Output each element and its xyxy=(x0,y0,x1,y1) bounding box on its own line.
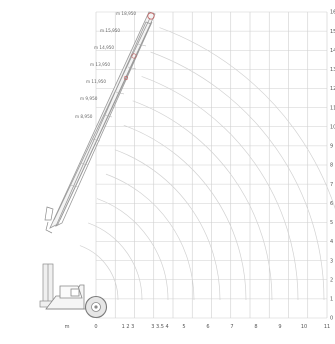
reach-arc xyxy=(96,198,169,301)
x-tick-label: 6 xyxy=(206,324,209,330)
reach-arc xyxy=(159,27,335,210)
reach-arc xyxy=(105,173,195,301)
boom-length-label: m 9,950 xyxy=(80,96,98,101)
boom-length-label: m 13,950 xyxy=(90,62,110,67)
boom-length-label: m 14,950 xyxy=(94,45,114,50)
boom-length-labels: m 18,950 m 15,950 m 14,950 m 13,950 m 11,950… xyxy=(75,11,136,119)
x-tick-label: 5 xyxy=(182,324,185,330)
x-tick-label: 9 xyxy=(278,324,281,330)
y-tick-label: 3 xyxy=(330,258,333,264)
y-tick-label: 11 xyxy=(330,105,335,111)
x-tick-label: 0 xyxy=(94,324,97,330)
boom-length-label: m 11,950 xyxy=(86,79,106,84)
y-tick-label: 10 xyxy=(330,124,335,130)
boom-tip-marker xyxy=(123,12,155,81)
y-tick-label: 4 xyxy=(330,239,333,245)
y-tick-label: 0 xyxy=(330,316,333,322)
reach-arc xyxy=(87,222,143,301)
x-tick-label: 1 2 3 xyxy=(122,324,135,330)
x-tick-label: 10 xyxy=(301,324,307,330)
y-tick-label: 9 xyxy=(330,144,333,150)
telehandler-illustration xyxy=(39,11,156,319)
reach-arc xyxy=(79,245,119,301)
y-tick-label: 16 xyxy=(330,10,335,16)
reach-arc xyxy=(123,124,247,301)
y-tick-label: 12 xyxy=(330,86,335,92)
y-tick-label: 2 xyxy=(330,277,333,283)
wheel-icon xyxy=(84,295,108,319)
x-tick-label: 7 xyxy=(230,324,233,330)
boom-length-label: m 15,950 xyxy=(100,28,120,33)
y-tick-label: 5 xyxy=(330,220,333,226)
y-tick-label: 15 xyxy=(330,29,335,35)
chart-grid xyxy=(95,11,328,319)
axis-unit-label: m xyxy=(65,324,70,330)
x-tick-label: 11 xyxy=(324,324,330,330)
x-axis: m 0 1 2 3 3 3.5 4 5 6 7 8 9 10 11 xyxy=(65,324,331,330)
reach-arc xyxy=(150,51,325,301)
reach-arcs xyxy=(79,27,335,301)
x-tick-label: 8 xyxy=(254,324,257,330)
y-tick-label: 1 xyxy=(330,297,333,303)
y-tick-label: 8 xyxy=(330,163,333,169)
y-tick-label: 7 xyxy=(330,182,333,188)
reach-arc xyxy=(132,100,273,301)
reach-arc xyxy=(141,76,299,301)
boom-length-label: m 8,950 xyxy=(75,114,93,119)
reach-arc xyxy=(114,149,221,301)
x-tick-label: 3 3.5 4 xyxy=(151,324,169,330)
boom-section-marks xyxy=(69,43,147,188)
y-tick-label: 6 xyxy=(330,201,333,207)
y-tick-label: 14 xyxy=(330,48,335,54)
boom-hook xyxy=(44,206,54,234)
boom-length-label: m 18,950 xyxy=(116,11,136,16)
y-tick-label: 13 xyxy=(330,67,335,73)
boom-section xyxy=(49,11,156,229)
